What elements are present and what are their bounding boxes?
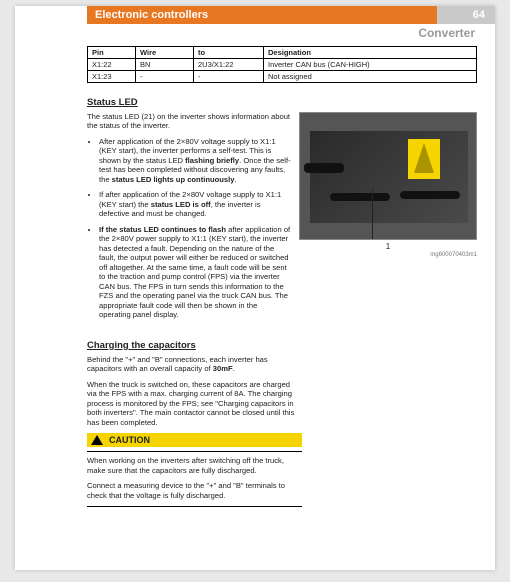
photo-board xyxy=(310,131,468,223)
status-led-block: The status LED (21) on the inverter show… xyxy=(87,112,477,326)
leader-line xyxy=(372,189,373,240)
header-bar: Electronic controllers 64 xyxy=(15,6,495,24)
caution-p2: Connect a measuring device to the "+" an… xyxy=(87,481,302,500)
caution-bar: CAUTION xyxy=(87,433,302,447)
charging-block: Behind the "+" and "B" connections, each… xyxy=(87,355,477,427)
col-to: to xyxy=(194,47,264,59)
status-led-heading: Status LED xyxy=(87,97,477,108)
col-pin: Pin xyxy=(88,47,136,59)
status-led-bullets: After application of the 2×80V voltage s… xyxy=(87,137,291,320)
caution-rule-bottom xyxy=(87,506,302,507)
photo-cable xyxy=(330,193,390,201)
list-item: If the status LED continues to flash aft… xyxy=(99,225,291,320)
page: Electronic controllers 64 Converter Pin … xyxy=(15,6,495,570)
photo-cable xyxy=(304,163,344,173)
status-led-text: The status LED (21) on the inverter show… xyxy=(87,112,291,326)
caution-label: CAUTION xyxy=(109,435,150,445)
cell-to: 2U3/X1:22 xyxy=(194,59,264,71)
caution-triangle-icon xyxy=(91,435,103,445)
col-wire: Wire xyxy=(136,47,194,59)
cell-to: - xyxy=(194,71,264,83)
charging-heading: Charging the capacitors xyxy=(87,340,477,351)
cell-wire: - xyxy=(136,71,194,83)
status-led-figure: 1 mg600070403m1 xyxy=(299,112,477,326)
chapter-title: Electronic controllers xyxy=(87,6,437,24)
list-item: After application of the 2×80V voltage s… xyxy=(99,137,291,184)
warning-sticker-icon xyxy=(408,139,440,179)
table-header-row: Pin Wire to Designation xyxy=(88,47,477,59)
inverter-photo xyxy=(299,112,477,240)
status-led-intro: The status LED (21) on the inverter show… xyxy=(87,112,291,131)
cell-pin: X1:23 xyxy=(88,71,136,83)
header-spacer xyxy=(15,6,87,24)
caution-p1: When working on the inverters after swit… xyxy=(87,456,302,475)
cell-pin: X1:22 xyxy=(88,59,136,71)
photo-cable xyxy=(400,191,460,199)
col-designation: Designation xyxy=(264,47,477,59)
content-area: Pin Wire to Designation X1:22 BN 2U3/X1:… xyxy=(15,46,495,507)
photo-callout-number: 1 xyxy=(299,242,477,251)
photo-caption: mg600070403m1 xyxy=(299,252,477,258)
caution-rule xyxy=(87,451,302,452)
charging-p2: When the truck is switched on, these cap… xyxy=(87,380,302,427)
section-subtitle: Converter xyxy=(15,24,495,46)
cell-wire: BN xyxy=(136,59,194,71)
cell-designation: Inverter CAN bus (CAN-HIGH) xyxy=(264,59,477,71)
table-row: X1:22 BN 2U3/X1:22 Inverter CAN bus (CAN… xyxy=(88,59,477,71)
cell-designation: Not assigned xyxy=(264,71,477,83)
page-number: 64 xyxy=(437,6,495,24)
caution-block: When working on the inverters after swit… xyxy=(87,456,477,500)
list-item: If after application of the 2×80V voltag… xyxy=(99,190,291,218)
charging-p1: Behind the "+" and "B" connections, each… xyxy=(87,355,302,374)
pin-table: Pin Wire to Designation X1:22 BN 2U3/X1:… xyxy=(87,46,477,83)
table-row: X1:23 - - Not assigned xyxy=(88,71,477,83)
